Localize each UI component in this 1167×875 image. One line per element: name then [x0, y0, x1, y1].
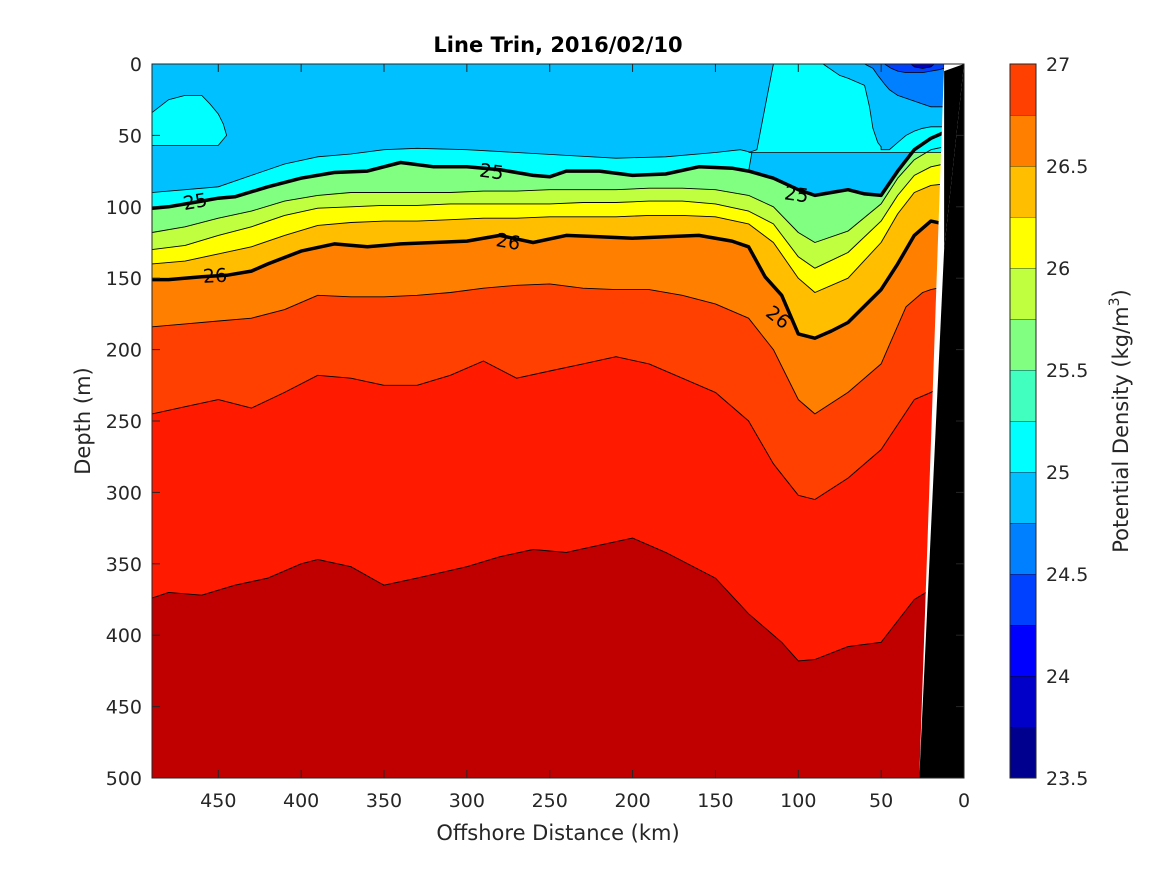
- chart-title: Line Trin, 2016/02/10: [433, 33, 682, 57]
- x-tick-label: 50: [869, 790, 893, 812]
- colorbar-label-main: Potential Density (kg/m: [1109, 306, 1133, 552]
- colorbar-tick-label: 23.5: [1046, 768, 1088, 790]
- plot-area: [152, 64, 964, 778]
- cyan-lens: [152, 95, 228, 146]
- colorbar-segment: [1010, 166, 1036, 217]
- colorbar-segment: [1010, 217, 1036, 268]
- seafloor-topography-upper: [944, 64, 964, 250]
- x-tick-label: 0: [958, 790, 970, 812]
- y-axis-label: Depth (m): [71, 367, 95, 474]
- x-tick-label: 300: [449, 790, 485, 812]
- colorbar-segment: [1010, 370, 1036, 421]
- colorbar-segment: [1010, 115, 1036, 166]
- colorbar-label-end: ): [1109, 289, 1133, 297]
- contour-label-text: 26: [494, 229, 522, 255]
- x-axis-label: Offshore Distance (km): [436, 821, 679, 845]
- contour-label-text: 26: [202, 265, 227, 288]
- x-tick-label: 100: [780, 790, 816, 812]
- colorbar-segment: [1010, 676, 1036, 727]
- colorbar-tick-label: 24: [1046, 666, 1070, 688]
- x-tick-label: 200: [614, 790, 650, 812]
- y-tick-label: 200: [106, 340, 142, 362]
- y-tick-label: 450: [106, 697, 142, 719]
- colorbar-segment: [1010, 523, 1036, 574]
- colorbar-tick-label: 26.5: [1046, 156, 1088, 178]
- colorbar-tick-label: 27: [1046, 54, 1070, 76]
- y-tick-label: 100: [106, 197, 142, 219]
- x-tick-label: 350: [366, 790, 402, 812]
- contour-label: 25: [783, 182, 810, 207]
- colorbar-segment: [1010, 625, 1036, 676]
- contour-line-26.25: [152, 283, 945, 415]
- colorbar-ticks: 27 26.5 26 25.5 25 24.5 24 23.5: [1046, 54, 1088, 790]
- contour-line-26: [152, 219, 945, 340]
- contour-label-text: 25: [181, 189, 209, 215]
- x-tick-label: 450: [200, 790, 236, 812]
- contour-label: 26: [494, 229, 522, 255]
- contour-label-text: 25: [783, 182, 810, 207]
- contour-lines: [152, 64, 964, 778]
- colorbar: [1009, 63, 1037, 779]
- y-tick-label: 250: [106, 411, 142, 433]
- y-tick-label: 50: [118, 125, 142, 147]
- contour-line-25: [152, 130, 945, 210]
- colorbar-segment: [1010, 727, 1036, 778]
- y-tick-label: 500: [106, 768, 142, 790]
- contour-line-26.5: [152, 356, 945, 500]
- y-tick-label: 350: [106, 554, 142, 576]
- colorbar-segment: [1010, 472, 1036, 523]
- colorbar-tick-label: 25: [1046, 462, 1070, 484]
- colorbar-segment: [1010, 64, 1036, 115]
- x-axis: 450 400 350 300 250 200 150 100 50 0: [200, 64, 970, 812]
- contour-line-25.25: [152, 146, 945, 243]
- colorbar-tick-label: 25.5: [1046, 360, 1088, 382]
- contour-label-text: 25: [478, 160, 505, 185]
- contour-label: 25: [478, 160, 505, 185]
- x-tick-label: 150: [697, 790, 733, 812]
- x-tick-label: 250: [532, 790, 568, 812]
- y-tick-label: 300: [106, 482, 142, 504]
- colorbar-segment: [1010, 574, 1036, 625]
- y-axis: 0 50 100 150 200 250 300 350 400 450 500: [106, 54, 964, 790]
- colorbar-label-sup: 3: [1107, 297, 1123, 306]
- corner-band-3: [910, 64, 935, 69]
- colorbar-segment: [1010, 268, 1036, 319]
- colorbar-segment: [1010, 421, 1036, 472]
- y-tick-label: 0: [130, 54, 142, 76]
- y-tick-label: 400: [106, 625, 142, 647]
- colorbar-tick-label: 24.5: [1046, 564, 1088, 586]
- seafloor-topography: [919, 64, 964, 778]
- colorbar-label: Potential Density (kg/m3): [1107, 289, 1133, 553]
- colorbar-tick-label: 26: [1046, 258, 1070, 280]
- contour-line-25.5: [152, 163, 945, 269]
- contour-line-25.75: [152, 183, 945, 293]
- colorbar-segment: [1010, 319, 1036, 370]
- density-band-26.75: [152, 538, 945, 778]
- contour-line-26.75: [152, 537, 945, 662]
- colorbar-frame: [1009, 63, 1037, 779]
- contour-label: 26: [202, 265, 227, 288]
- y-tick-label: 150: [106, 268, 142, 290]
- contour-label: 25: [181, 189, 209, 215]
- x-tick-label: 400: [283, 790, 319, 812]
